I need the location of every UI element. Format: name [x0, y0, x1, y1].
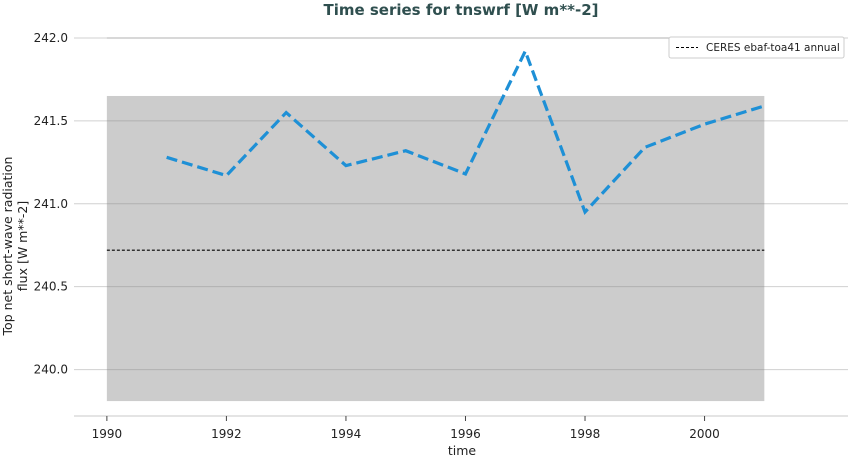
x-tick-label-4: 1998: [570, 427, 601, 441]
legend-label-ceres: CERES ebaf-toa41 annual: [706, 42, 840, 54]
legend-box: [668, 36, 845, 59]
x-tick-label-3: 1996: [450, 427, 481, 441]
y-tick-label-1: 240.5: [34, 280, 68, 294]
y-axis-label-line-1: Top net short-wave radiation: [0, 157, 15, 337]
y-tick-label-2: 241.0: [34, 197, 68, 211]
x-tick-label-5: 2000: [689, 427, 720, 441]
x-ticks: 1990 1992 1994 1996 1998 2000: [92, 416, 720, 441]
y-axis-label: Top net short-wave radiation flux [W m**…: [0, 157, 30, 337]
series-group: [106, 47, 765, 251]
y-axis-label-line-2: flux [W m**-2]: [15, 201, 30, 291]
y-tick-label-4: 242.0: [34, 31, 68, 45]
series-line-tnswrf: [166, 47, 765, 216]
x-tick-label-1: 1992: [211, 427, 242, 441]
y-tick-label-0: 240.0: [34, 363, 68, 377]
x-tick-label-0: 1990: [92, 427, 123, 441]
shaded-band: [106, 95, 765, 402]
x-tick-label-2: 1994: [331, 427, 362, 441]
y-ticks: 240.0 240.5 241.0 241.5 242.0: [34, 31, 68, 377]
chart-title: Time series for tnswrf [W m**-2]: [323, 1, 598, 19]
legend: CERES ebaf-toa41 annual: [668, 36, 845, 59]
x-axis-label: time: [448, 443, 477, 457]
y-tick-label-3: 241.5: [34, 114, 68, 128]
grid-overlay: [106, 37, 765, 371]
